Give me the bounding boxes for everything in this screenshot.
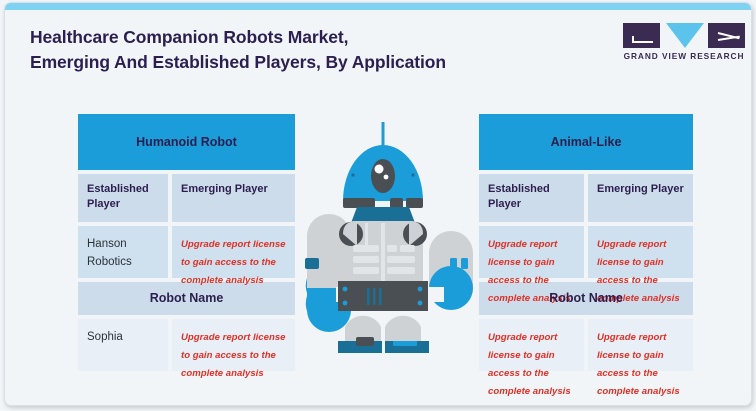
- matrix-subheader-robot-name: Robot Name: [479, 282, 693, 315]
- logo-g-square-icon: [623, 23, 660, 48]
- page-title-line-2: Emerging And Established Players, By App…: [30, 51, 446, 72]
- matrix-column-header-row: Established Player Emerging Player: [479, 174, 693, 222]
- cell-established-robot-name: Upgrade report license to gain access to…: [479, 319, 584, 397]
- matrix-humanoid-robot: Humanoid Robot Established Player Emergi…: [78, 114, 295, 379]
- locked-upsell-text: Upgrade report license to gain access to…: [488, 239, 571, 304]
- matrix-subheader-robot-name: Robot Name: [78, 282, 295, 315]
- column-header-established-player: Established Player: [479, 174, 584, 222]
- locked-upsell-text: Upgrade report license to gain access to…: [181, 239, 286, 286]
- matrix-robot-name-row: Upgrade report license to gain access to…: [479, 319, 693, 397]
- cell-emerging-robot-name: Upgrade report license to gain access to…: [588, 319, 693, 397]
- robot-icon: [305, 122, 473, 353]
- cell-emerging-player-value: Upgrade report license to gain access to…: [588, 226, 693, 304]
- matrix-title-humanoid: Humanoid Robot: [78, 114, 295, 170]
- locked-upsell-text: Upgrade report license to gain access to…: [181, 332, 286, 379]
- robot-illustration: [305, 103, 475, 363]
- matrix-robot-name-row: Sophia Upgrade report license to gain ac…: [78, 319, 295, 379]
- grand-view-research-logo: GRAND VIEW RESEARCH: [623, 23, 745, 65]
- page-title-line-1: Healthcare Companion Robots Market,: [30, 27, 349, 47]
- matrix-player-row: Upgrade report license to gain access to…: [479, 226, 693, 304]
- locked-upsell-text: Upgrade report license to gain access to…: [488, 332, 571, 397]
- matrix-title-animal-like: Animal-Like: [479, 114, 693, 170]
- column-header-emerging-player: Emerging Player: [588, 174, 693, 222]
- logo-v-triangle-icon: [666, 23, 704, 48]
- card-frame: Healthcare Companion Robots Market, Emer…: [4, 2, 752, 406]
- column-header-established-player: Established Player: [78, 174, 168, 222]
- locked-upsell-text: Upgrade report license to gain access to…: [597, 332, 680, 397]
- cell-established-robot-name: Sophia: [78, 319, 168, 371]
- matrix-player-row: Hanson Robotics Upgrade report license t…: [78, 226, 295, 286]
- cell-established-player-value: Upgrade report license to gain access to…: [479, 226, 584, 304]
- top-accent-bar: [5, 3, 751, 10]
- page-title: Healthcare Companion Robots Market, Emer…: [30, 25, 590, 75]
- established-player-name: Hanson Robotics: [87, 238, 132, 268]
- matrix-animal-like: Animal-Like Established Player Emerging …: [479, 114, 693, 397]
- established-robot-name: Sophia: [87, 331, 123, 343]
- logo-g-notch-icon: [632, 36, 653, 43]
- logo-marks: [623, 23, 745, 49]
- cell-emerging-robot-name: Upgrade report license to gain access to…: [172, 319, 295, 379]
- cell-established-player-value: Hanson Robotics: [78, 226, 168, 278]
- cell-emerging-player-value: Upgrade report license to gain access to…: [172, 226, 295, 286]
- matrix-column-header-row: Established Player Emerging Player: [78, 174, 295, 222]
- locked-upsell-text: Upgrade report license to gain access to…: [597, 239, 680, 304]
- column-header-emerging-player: Emerging Player: [172, 174, 295, 222]
- logo-wordmark: GRAND VIEW RESEARCH: [623, 51, 745, 61]
